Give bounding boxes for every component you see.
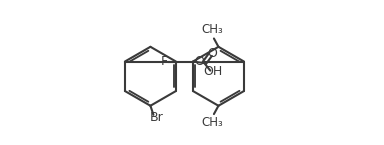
Text: O: O [207, 47, 217, 60]
Text: F: F [161, 55, 168, 68]
Text: CH₃: CH₃ [202, 116, 223, 129]
Text: Br: Br [150, 111, 164, 124]
Text: OH: OH [204, 65, 223, 78]
Text: O: O [194, 55, 204, 68]
Text: CH₃: CH₃ [202, 23, 223, 36]
